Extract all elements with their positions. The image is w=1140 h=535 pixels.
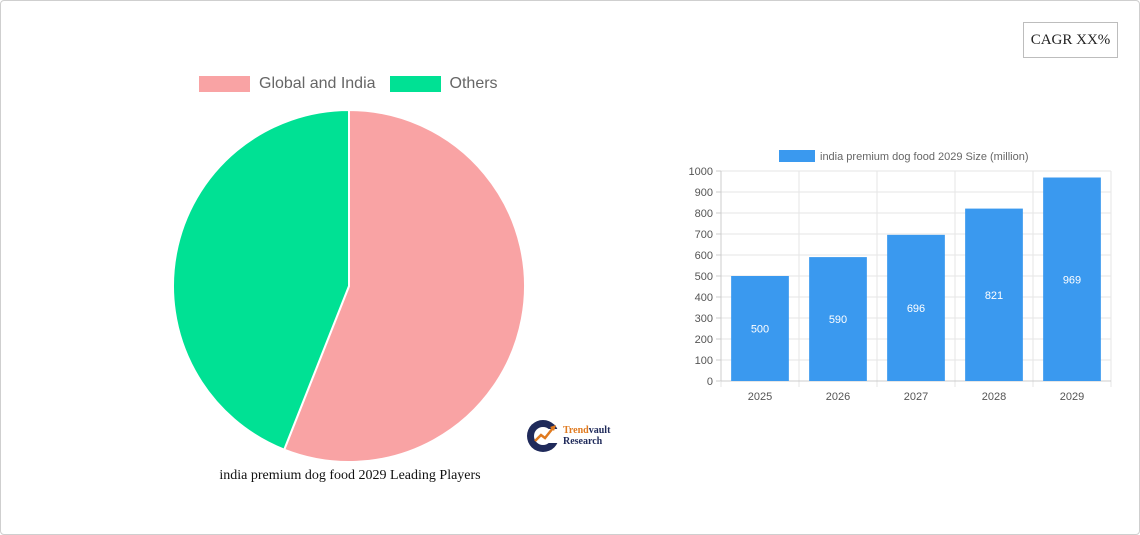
trendvault-logo-icon — [527, 420, 560, 452]
bar-data-label: 590 — [829, 314, 847, 326]
bar-legend-label[interactable]: india premium dog food 2029 Size (millio… — [820, 151, 1029, 163]
cagr-button[interactable]: CAGR XX% — [1023, 22, 1118, 58]
cagr-label: CAGR XX% — [1030, 31, 1111, 48]
bar-data-label: 821 — [985, 290, 1003, 302]
bar-legend-swatch — [779, 150, 815, 162]
y-tick-label: 800 — [695, 208, 713, 220]
bar-data-label: 500 — [751, 324, 769, 336]
x-tick-label: 2025 — [748, 391, 772, 403]
pie-legend-item-global-and-india[interactable]: Global and India — [199, 75, 376, 93]
bar-data-label: 696 — [907, 303, 925, 315]
bar-2027[interactable] — [887, 234, 945, 381]
pie-chart-title: india premium dog food 2029 Leading Play… — [219, 468, 481, 483]
trendvault-logo: Trendvault Research — [526, 419, 610, 453]
pie-legend-item-others[interactable]: Others — [389, 75, 498, 93]
y-tick-label: 900 — [695, 187, 713, 199]
y-tick-label: 700 — [695, 229, 713, 241]
bar-data-label: 969 — [1063, 274, 1081, 286]
trendvault-logo-wordmark: Trendvault Research — [563, 425, 611, 447]
bar-2026[interactable] — [809, 257, 867, 381]
y-tick-label: 1000 — [689, 166, 713, 178]
pie-legend-label-others: Others — [449, 75, 498, 92]
pie-legend-swatch-others — [389, 76, 441, 92]
bar-2028[interactable] — [965, 208, 1023, 381]
pie-legend-label-global-and-india: Global and India — [259, 75, 376, 92]
bar-2025[interactable] — [731, 276, 789, 381]
y-tick-label: 100 — [695, 355, 713, 367]
pie-chart — [172, 108, 526, 463]
pie-slice-others[interactable] — [172, 108, 350, 451]
bar-chart: india premium dog food 2029 Size (millio… — [689, 150, 1112, 403]
x-tick-label: 2029 — [1060, 391, 1084, 403]
y-tick-label: 200 — [695, 334, 713, 346]
pie-legend: Global and India Others — [199, 75, 512, 93]
y-tick-label: 600 — [695, 250, 713, 262]
pie-slice-global-and-india[interactable] — [282, 108, 526, 463]
y-tick-label: 300 — [695, 313, 713, 325]
x-tick-label: 2027 — [904, 391, 928, 403]
bar-2029[interactable] — [1043, 177, 1101, 381]
y-tick-label: 500 — [695, 271, 713, 283]
y-tick-label: 400 — [695, 292, 713, 304]
pie-legend-swatch-global-and-india — [199, 76, 250, 92]
x-tick-label: 2028 — [982, 391, 1006, 403]
y-tick-label: 0 — [707, 376, 713, 388]
x-tick-label: 2026 — [826, 391, 850, 403]
